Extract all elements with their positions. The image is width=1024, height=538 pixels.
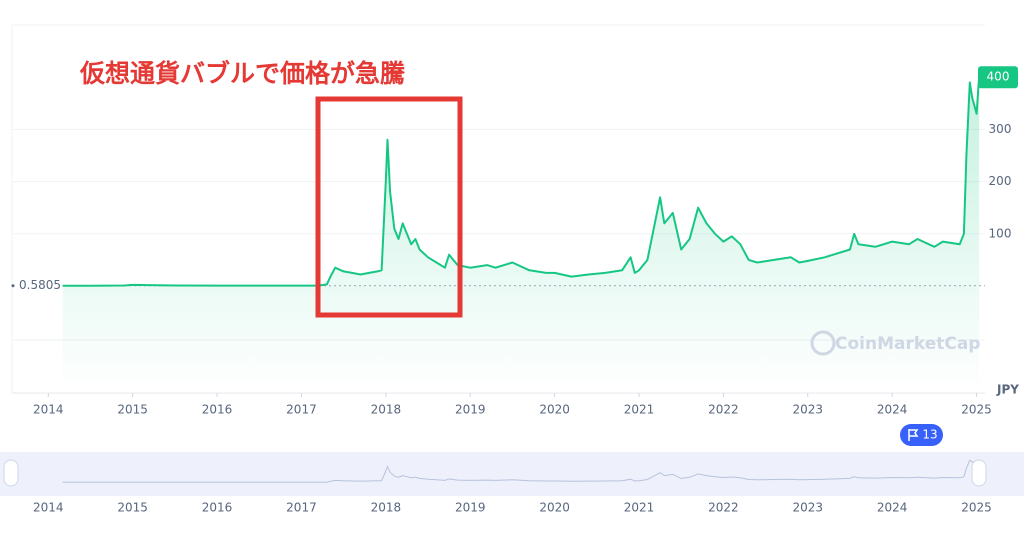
x-tick-label: 2020 [539,403,570,417]
navigator-handle-right[interactable] [971,459,987,487]
area-fill [62,77,980,393]
navigator-tick-label: 2016 [202,501,233,515]
navigator-tick-label: 2019 [455,501,486,515]
last-price-label: 400 [987,70,1010,84]
navigator-tick-label: 2021 [624,501,655,515]
navigator-tick-label: 2020 [539,501,570,515]
watermark-logo [810,330,836,356]
x-tick-label: 2016 [202,403,233,417]
x-tick-label: 2024 [877,403,908,417]
navigator-handle-left[interactable] [3,459,19,487]
watermark: CoinMarketCap [835,334,980,354]
baseline-label: 0.5805 [19,278,61,292]
baseline-dot [11,284,15,288]
flag-count[interactable]: 13 [922,428,937,442]
x-tick-label: 2023 [793,403,824,417]
navigator-tick-label: 2017 [286,501,317,515]
x-tick-label: 2014 [33,403,64,417]
navigator-tick-label: 2015 [117,501,148,515]
navigator-tick-label: 2025 [961,501,992,515]
navigator-tick-label: 2018 [371,501,402,515]
y-tick-label: 100 [989,226,1012,240]
last-price-tag [978,66,1018,89]
navigator-line [62,459,980,483]
navigator-tick-label: 2023 [793,501,824,515]
x-tick-label: 2019 [455,403,486,417]
flag-icon [908,429,919,441]
navigator-tick-label: 2014 [33,501,64,515]
annotation-box [315,96,463,318]
x-tick-label: 2021 [624,403,655,417]
navigator-tick-label: 2022 [708,501,739,515]
x-tick-label: 2022 [708,403,739,417]
annotation: 仮想通貨バブルで価格が急騰 [79,59,406,88]
currency-label: JPY [996,383,1019,397]
y-tick-label: 200 [989,174,1012,188]
price-line [62,77,981,287]
x-tick-label: 2017 [286,403,317,417]
x-tick-label: 2025 [961,403,992,417]
y-tick-label: 300 [989,122,1012,136]
x-tick-label: 2015 [117,403,148,417]
navigator-tick-label: 2024 [877,501,908,515]
navigator-band[interactable] [0,452,1024,496]
x-tick-label: 2018 [371,403,402,417]
